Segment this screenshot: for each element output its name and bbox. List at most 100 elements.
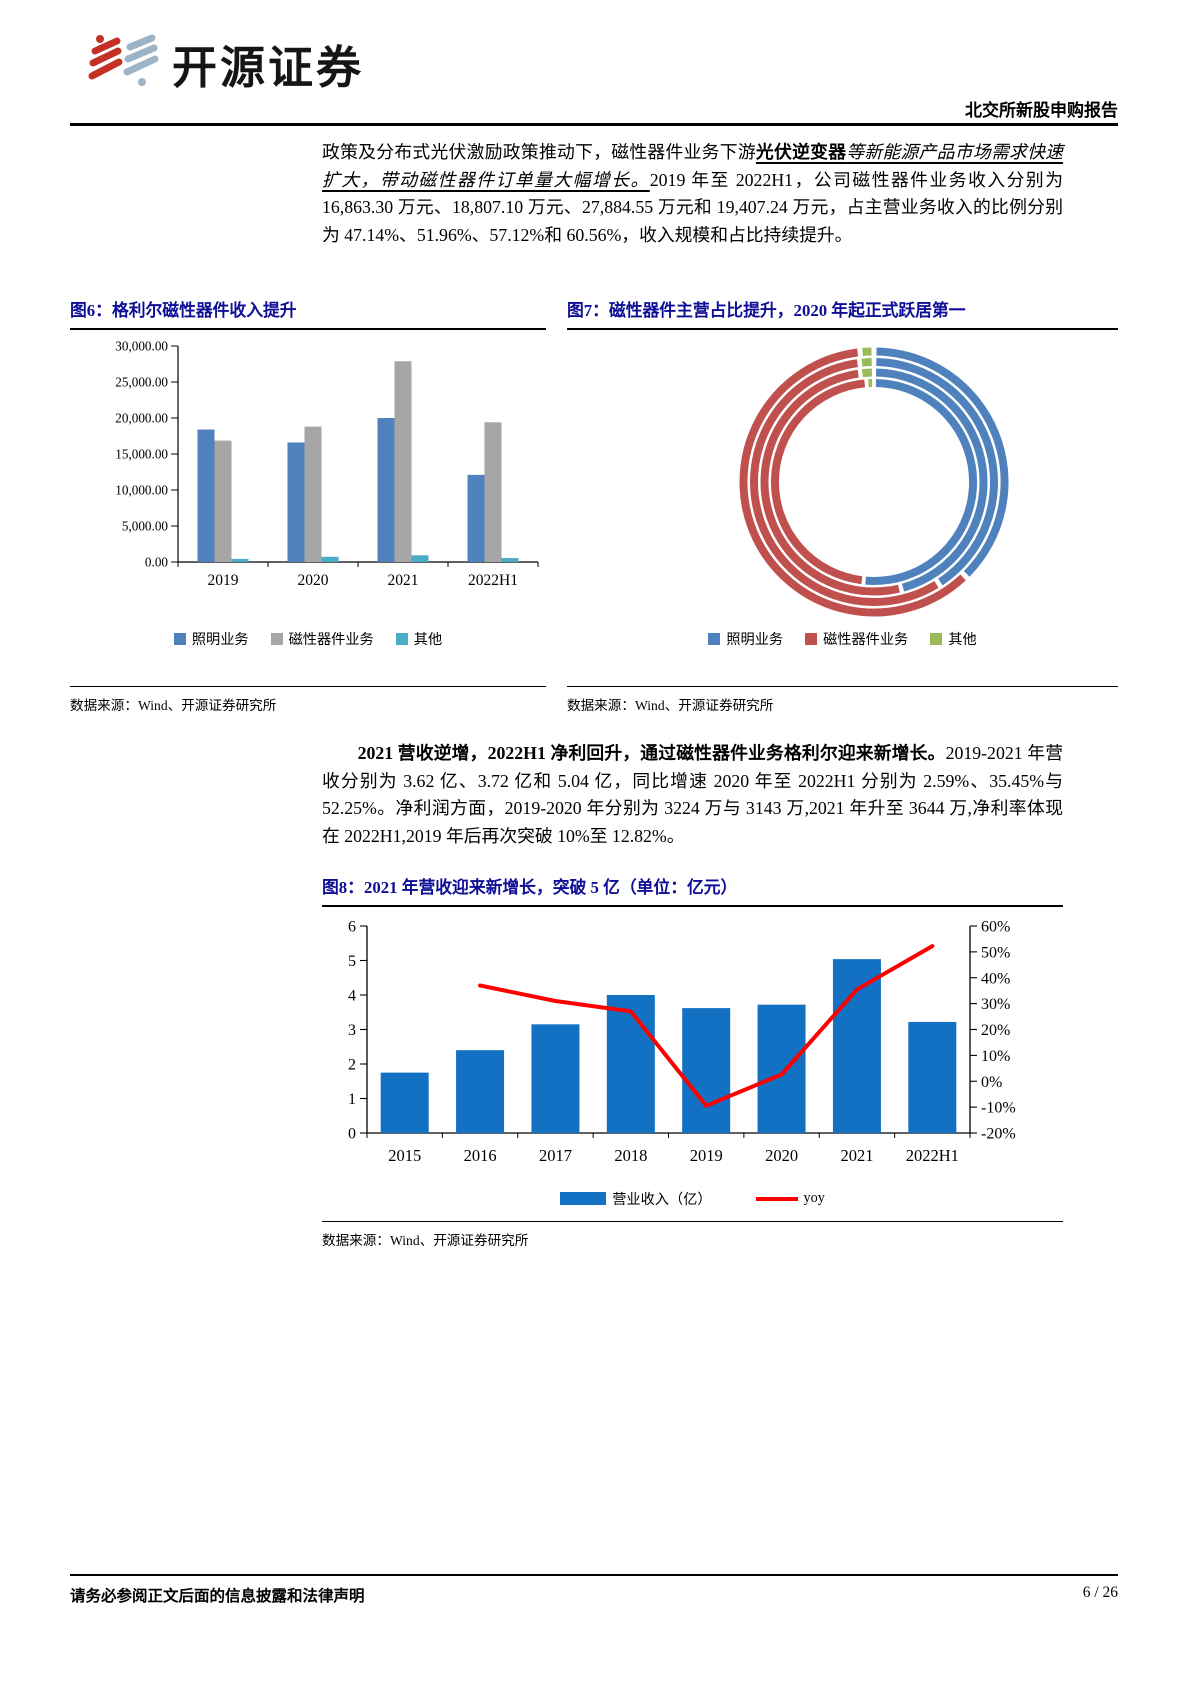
- legend-item: 照明业务: [708, 629, 783, 649]
- legend-label: 照明业务: [191, 631, 249, 648]
- legend-item: 磁性器件业务: [805, 629, 908, 649]
- figure7-bottom-rule: [567, 685, 1118, 688]
- figure8-title-rule: [322, 905, 1063, 907]
- page-number: 6 / 26: [1082, 1584, 1118, 1601]
- svg-text:2019: 2019: [208, 572, 239, 589]
- p1-text-bold-underline: 光伏逆变器: [755, 142, 847, 162]
- figure6-block: 图6：格利尔磁性器件收入提升 0.00 5,000.00 10,000.00 15,0…: [70, 299, 546, 714]
- legend-item: 照明业务: [173, 629, 249, 649]
- svg-text:20,000.00: 20,000.00: [115, 410, 168, 425]
- svg-text:5,000.00: 5,000.00: [122, 518, 169, 533]
- legend-color-marker: [930, 632, 943, 645]
- svg-text:2016: 2016: [464, 1146, 497, 1165]
- svg-text:2022H1: 2022H1: [468, 572, 518, 589]
- svg-text:15,000.00: 15,000.00: [115, 446, 168, 461]
- svg-text:6: 6: [348, 918, 356, 935]
- figure6-title: 图6：格利尔磁性器件收入提升: [70, 301, 297, 320]
- svg-text:2019: 2019: [690, 1146, 723, 1165]
- figure7-title: 图7：磁性器件主营占比提升，2020 年起正式跃居第一: [567, 301, 966, 320]
- legend-color-marker: [173, 632, 186, 645]
- legend-item: 营业收入（亿）: [560, 1189, 712, 1209]
- figure7-title-rule: [567, 328, 1118, 330]
- header-divider: [70, 123, 1118, 126]
- legend-label: 其他: [413, 631, 443, 648]
- logo-blue-swirl: [123, 34, 159, 76]
- p1-text-normal-2: 2019 年至 2022H1，公司磁性器件业务收入分别为 16,863.30 万…: [322, 169, 1063, 246]
- legend-label: 照明业务: [726, 631, 784, 648]
- svg-text:2015: 2015: [388, 1146, 421, 1165]
- legend-line-marker: [755, 1197, 798, 1201]
- body-paragraph-1: 政策及分布式光伏激励政策推动下，磁性器件业务下游光伏逆变器等新能源产品市场需求快…: [322, 139, 1063, 250]
- figure8-source: 数据来源：Wind、开源证券研究所: [322, 1233, 529, 1249]
- legend-color-marker: [270, 632, 283, 645]
- figure6-title-rule: [70, 328, 546, 330]
- legend-label: yoy: [803, 1190, 825, 1207]
- svg-text:2017: 2017: [539, 1146, 572, 1165]
- legend-color-marker: [395, 632, 408, 645]
- legend-label: 其他: [948, 631, 977, 648]
- svg-text:20%: 20%: [981, 1022, 1010, 1039]
- p2-text-normal: 2019-2021 年营收分别为 3.62 亿、3.72 亿和 5.04 亿，同…: [322, 743, 1063, 847]
- legend-item: 其他: [930, 629, 977, 649]
- svg-text:4: 4: [348, 987, 356, 1004]
- figure6-chart: 0.00 5,000.00 10,000.00 15,000.00 20,000.00 2…: [115, 338, 539, 589]
- body-paragraph-2: 2021 营收逆增，2022H1 净利回升，通过磁性器件业务格利尔迎来新增长。2…: [322, 740, 1063, 851]
- figure8-chart: 0 1 2 3 4 5 6 -20% -10% 0% 10% 20% 30% 40% 50% 60% 2015 2…: [348, 918, 1016, 1165]
- svg-text:30,000.00: 30,000.00: [115, 338, 168, 353]
- report-type-label: 北交所新股申购报告: [965, 101, 1118, 120]
- svg-text:50%: 50%: [981, 944, 1010, 961]
- logo-red-swirl: [88, 37, 123, 80]
- svg-text:40%: 40%: [981, 970, 1010, 987]
- svg-text:2022H1: 2022H1: [906, 1146, 959, 1165]
- legend-item: 其他: [395, 629, 443, 649]
- brand-logo: [88, 34, 159, 86]
- svg-text:25,000.00: 25,000.00: [115, 374, 168, 389]
- p2-lead-bold: 2021 营收逆增，2022H1 净利回升，通过磁性器件业务格利尔迎来新增长。: [357, 743, 946, 763]
- svg-text:0%: 0%: [981, 1074, 1002, 1091]
- legend-label: 营业收入（亿）: [612, 1191, 712, 1208]
- svg-text:10%: 10%: [981, 1048, 1010, 1065]
- legend-color-marker: [708, 632, 721, 645]
- svg-text:60%: 60%: [981, 918, 1010, 935]
- legend-color-marker: [805, 632, 818, 645]
- legend-item: 磁性器件业务: [270, 629, 374, 649]
- footer-disclaimer: 请务必参阅正文后面的信息披露和法律声明: [70, 1588, 365, 1605]
- svg-text:2020: 2020: [765, 1146, 798, 1165]
- brand-name: 开源证券: [172, 42, 365, 93]
- svg-text:30%: 30%: [981, 996, 1010, 1013]
- figure7-block: 图7：磁性器件主营占比提升，2020 年起正式跃居第一 照明业务 磁性器件业务 其他…: [567, 299, 1118, 714]
- svg-text:2021: 2021: [388, 572, 419, 589]
- figure7-source: 数据来源：Wind、开源证券研究所: [567, 698, 774, 714]
- svg-text:10,000.00: 10,000.00: [115, 482, 168, 497]
- svg-text:2018: 2018: [614, 1146, 647, 1165]
- svg-text:-10%: -10%: [981, 1100, 1016, 1117]
- figure6-legend: 照明业务 磁性器件业务 其他: [70, 628, 546, 650]
- svg-text:3: 3: [348, 1022, 356, 1039]
- p1-text-italic-underline: 等新能源产品市场需求快速扩大，带动磁性器件订单量大幅增长。: [322, 142, 1063, 190]
- svg-text:0.00: 0.00: [145, 554, 168, 569]
- figure8-title: 图8：2021 年营收迎来新增长，突破 5 亿（单位：亿元）: [322, 878, 738, 897]
- figure7-chart: [739, 347, 1009, 617]
- figure6-bottom-rule: [70, 685, 546, 688]
- logo-red-dot: [96, 35, 104, 43]
- svg-text:5: 5: [348, 953, 356, 970]
- svg-text:2021: 2021: [840, 1146, 873, 1165]
- footer-divider: [70, 1574, 1118, 1576]
- figure7-legend: 照明业务 磁性器件业务 其他: [567, 628, 1118, 650]
- svg-text:-20%: -20%: [981, 1125, 1016, 1142]
- figure8-bottom-rule: [322, 1220, 1063, 1223]
- legend-color-marker: [560, 1192, 607, 1206]
- svg-text:1: 1: [348, 1091, 356, 1108]
- logo-blue-dot: [138, 78, 146, 86]
- figure8-block: 图8：2021 年营收迎来新增长，突破 5 亿（单位：亿元） 0 1 2 3 4 5 6 -2…: [322, 876, 1063, 1249]
- legend-item: yoy: [755, 1190, 825, 1207]
- svg-text:2020: 2020: [298, 572, 329, 589]
- p1-text-normal-1: 政策及分布式光伏激励政策推动下，磁性器件业务下游: [322, 142, 756, 162]
- figure8-legend: 营业收入（亿） yoy: [322, 1187, 1063, 1211]
- footer: 请务必参阅正文后面的信息披露和法律声明 6 / 26: [70, 1584, 1118, 1606]
- svg-text:0: 0: [348, 1125, 356, 1142]
- legend-label: 磁性器件业务: [823, 631, 909, 648]
- figure6-source: 数据来源：Wind、开源证券研究所: [70, 698, 277, 714]
- svg-text:2: 2: [348, 1056, 356, 1073]
